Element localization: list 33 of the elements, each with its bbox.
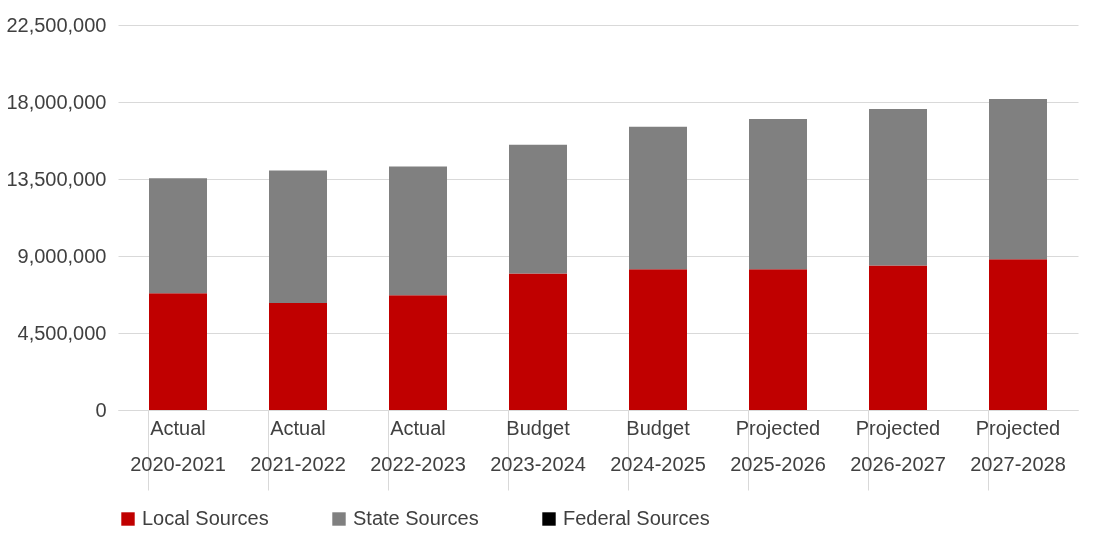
y-tick-label: 0 [95,398,107,421]
bar [749,269,807,410]
bar [989,259,1047,410]
x-tick-label: Actual 2021-2022 [250,416,346,475]
y-tick-label: 9,000,000 [17,244,107,267]
bar [149,178,207,294]
x-tick-label: Actual 2022-2023 [370,416,466,475]
legend-label: State Sources [353,507,479,529]
bar [269,303,327,410]
bar [389,295,447,410]
bar [869,109,927,266]
x-tick-label: Actual 2020-2021 [130,416,226,475]
bar [869,265,927,410]
legend-label: Federal Sources [563,507,710,529]
bar [509,144,567,274]
x-tick-label: Projected 2027-2028 [970,416,1066,475]
legend-label: Local Sources [142,507,269,529]
bar [149,293,207,410]
y-tick-label: 13,500,000 [6,167,107,190]
bar [629,269,687,410]
y-tick-label: 22,500,000 [6,13,107,36]
x-tick-label: Projected 2025-2026 [730,416,826,475]
bar [749,118,807,270]
y-tick-label: 18,000,000 [6,90,107,113]
bar [629,126,687,270]
bar [389,166,447,296]
bar [269,170,327,304]
x-tick-label: Projected 2026-2027 [850,416,946,475]
x-tick-label: Budget 2023-2024 [490,416,586,475]
x-tick-label: Budget 2024-2025 [610,416,706,475]
bar [989,99,1047,260]
y-tick-label: 4,500,000 [17,321,107,344]
bar [509,273,567,410]
